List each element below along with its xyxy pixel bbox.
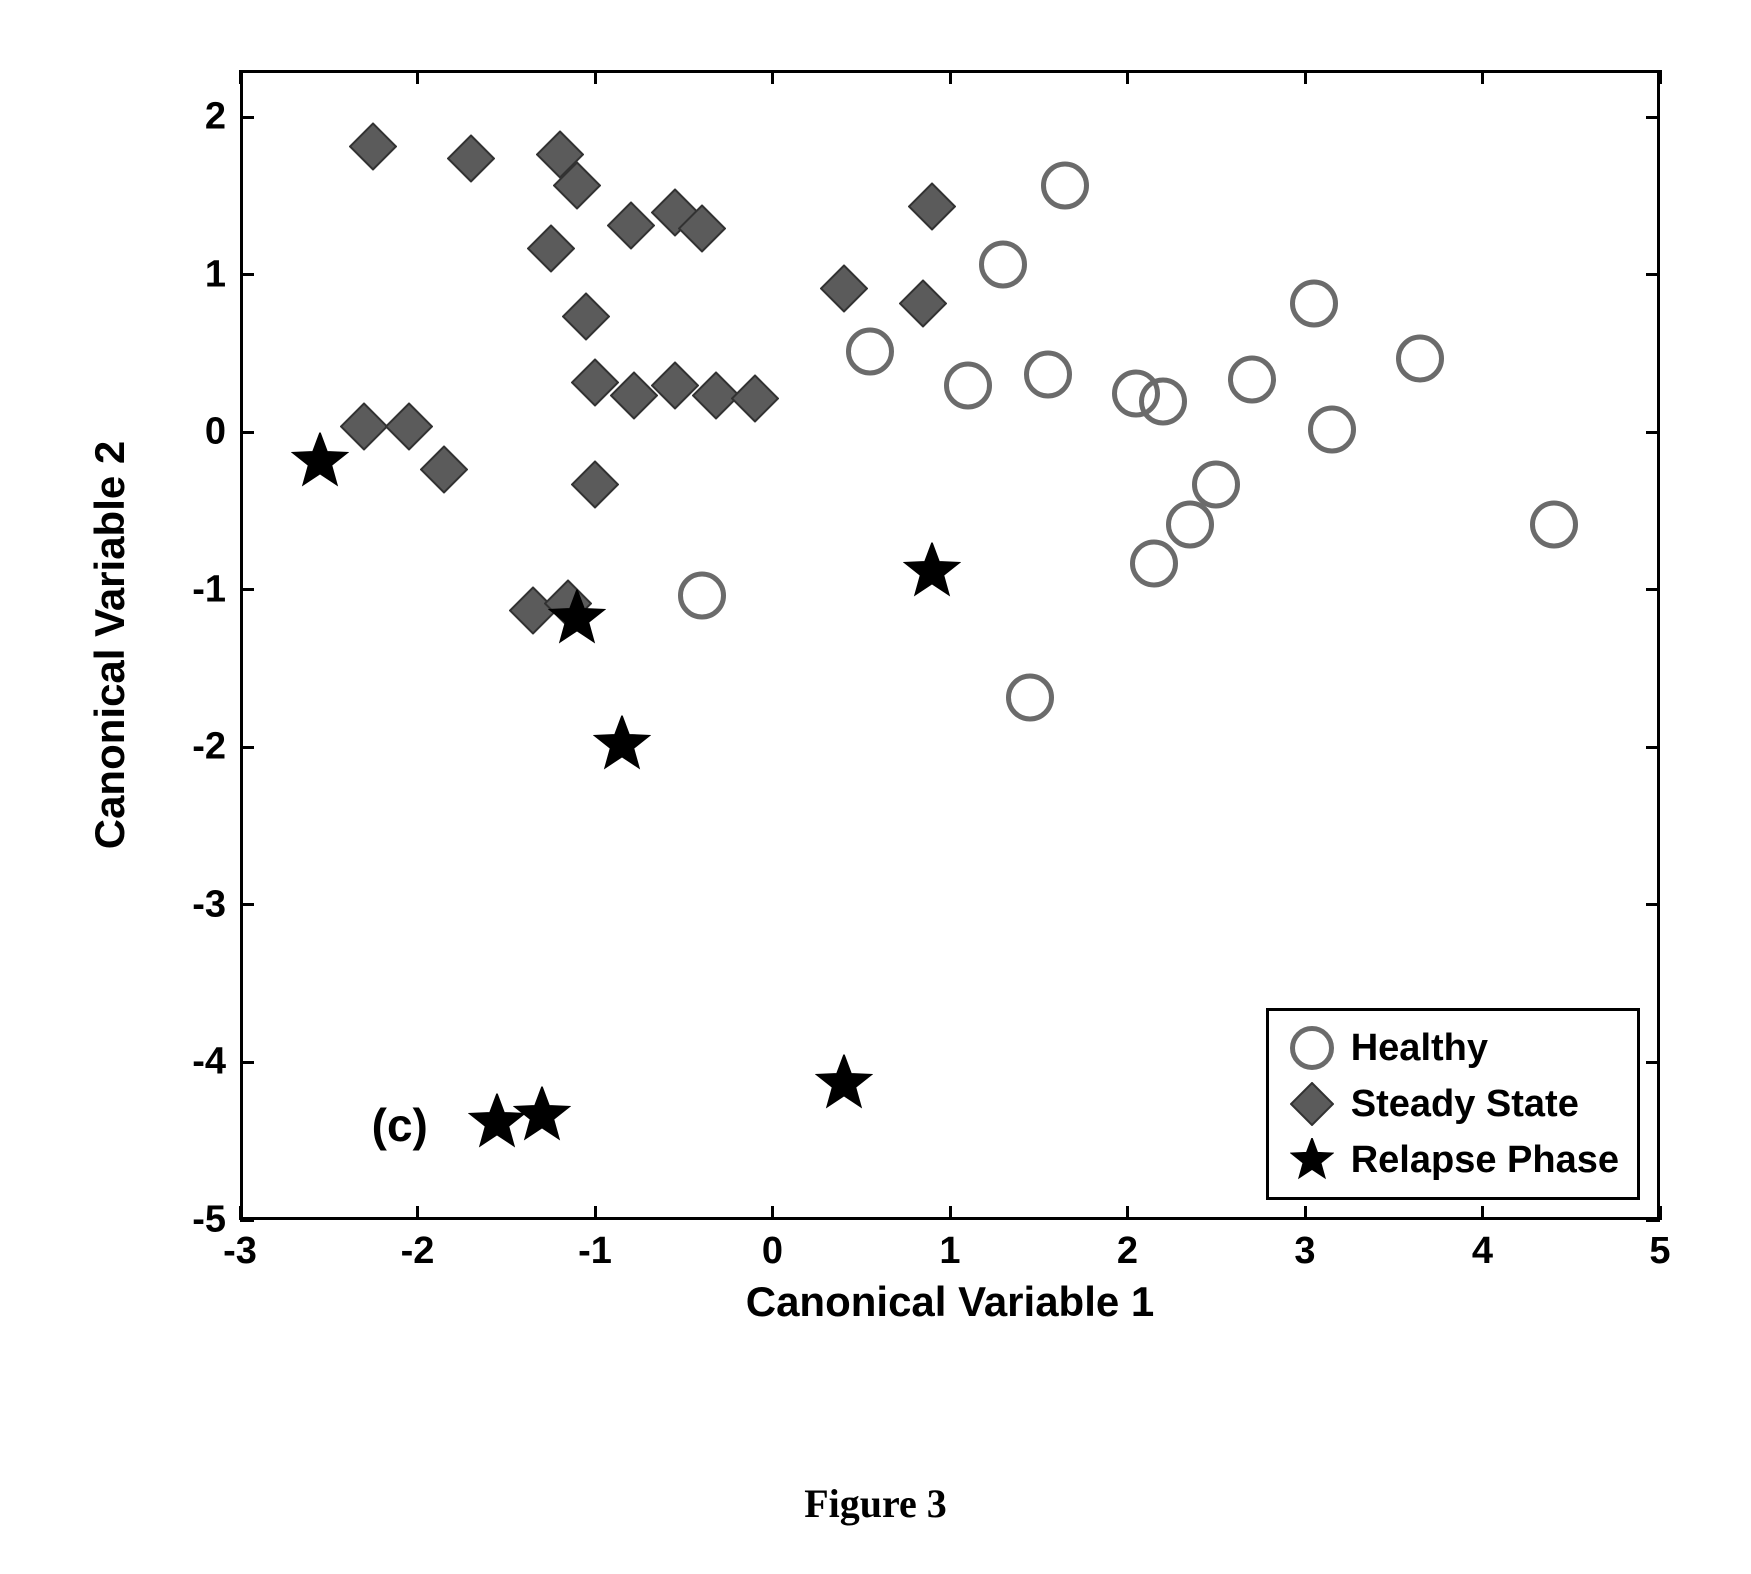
legend-item: Relapse Phase — [1287, 1135, 1619, 1185]
y-tick — [1646, 273, 1660, 276]
x-tick — [1304, 1206, 1307, 1220]
x-tick — [1659, 70, 1662, 84]
x-tick — [771, 1206, 774, 1220]
x-tick — [594, 70, 597, 84]
x-tick-label: 3 — [1294, 1230, 1315, 1273]
y-tick — [240, 1061, 254, 1064]
legend-label: Healthy — [1351, 1027, 1488, 1070]
y-tick-label: -5 — [192, 1199, 226, 1242]
x-tick — [594, 1206, 597, 1220]
y-tick — [1646, 431, 1660, 434]
filled-star-icon — [1287, 1135, 1337, 1185]
y-tick — [240, 1219, 254, 1222]
scatter-plot: -3 -2 -1 0 1 2 3 4 5 -5 -4 -3 -2 -1 0 1 2 Healthy Steady … — [40, 40, 1711, 1420]
y-tick — [1646, 588, 1660, 591]
y-tick-label: -3 — [192, 883, 226, 926]
x-tick-label: 1 — [939, 1230, 960, 1273]
x-tick — [1304, 70, 1307, 84]
x-tick — [949, 1206, 952, 1220]
y-tick — [240, 588, 254, 591]
x-tick-label: 4 — [1472, 1230, 1493, 1273]
y-tick — [240, 116, 254, 119]
x-axis-label: Canonical Variable 1 — [746, 1278, 1155, 1326]
y-tick — [1646, 1219, 1660, 1222]
x-tick — [1481, 70, 1484, 84]
x-tick-label: 0 — [762, 1230, 783, 1273]
y-tick — [1646, 746, 1660, 749]
x-tick — [416, 70, 419, 84]
x-tick — [949, 70, 952, 84]
legend-label: Steady State — [1351, 1083, 1579, 1126]
y-tick-label: -4 — [192, 1041, 226, 1084]
y-tick-label: 0 — [205, 411, 226, 454]
legend-item: Steady State — [1287, 1079, 1619, 1129]
filled-diamond-icon — [1287, 1079, 1337, 1129]
y-tick — [1646, 116, 1660, 119]
x-tick-label: -2 — [401, 1230, 435, 1273]
y-tick-label: 2 — [205, 96, 226, 139]
y-tick — [240, 903, 254, 906]
x-tick-label: 2 — [1117, 1230, 1138, 1273]
legend: Healthy Steady State Relapse Phase — [1266, 1008, 1640, 1200]
x-tick — [1126, 70, 1129, 84]
panel-label: (c) — [372, 1098, 428, 1152]
x-tick — [771, 70, 774, 84]
y-tick-label: -2 — [192, 726, 226, 769]
x-tick — [1126, 1206, 1129, 1220]
x-tick-label: -3 — [223, 1230, 257, 1273]
y-tick-label: -1 — [192, 568, 226, 611]
x-tick — [239, 70, 242, 84]
legend-label: Relapse Phase — [1351, 1139, 1619, 1182]
y-tick — [240, 273, 254, 276]
figure-caption: Figure 3 — [40, 1480, 1711, 1527]
x-tick — [416, 1206, 419, 1220]
x-tick — [1481, 1206, 1484, 1220]
y-axis-label: Canonical Variable 2 — [86, 441, 134, 850]
x-tick-label: 5 — [1649, 1230, 1670, 1273]
y-tick — [240, 746, 254, 749]
y-tick — [1646, 903, 1660, 906]
open-circle-icon — [1287, 1023, 1337, 1073]
y-tick-label: 1 — [205, 253, 226, 296]
x-tick-label: -1 — [578, 1230, 612, 1273]
y-tick — [240, 431, 254, 434]
y-tick — [1646, 1061, 1660, 1064]
legend-item: Healthy — [1287, 1023, 1619, 1073]
